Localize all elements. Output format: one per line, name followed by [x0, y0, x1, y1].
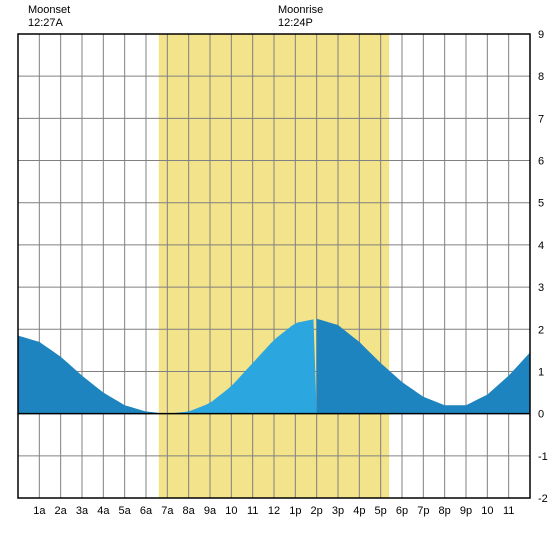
x-tick-label: 7p	[417, 505, 429, 517]
y-tick-label: 1	[538, 366, 544, 378]
y-tick-label: 3	[538, 282, 544, 294]
x-tick-label: 1p	[289, 505, 301, 517]
y-tick-label: 9	[538, 29, 544, 41]
y-tick-label: -1	[538, 451, 548, 463]
y-tick-label: 2	[538, 324, 544, 336]
x-tick-label: 3p	[332, 505, 344, 517]
moonrise-label: Moonrise 12:24P	[278, 4, 323, 30]
x-tick-label: 6p	[396, 505, 408, 517]
x-tick-label: 4a	[97, 505, 110, 517]
x-tick-label: 9p	[460, 505, 472, 517]
moonrise-time: 12:24P	[278, 17, 323, 30]
moonrise-title: Moonrise	[278, 4, 323, 17]
x-tick-label: 11	[247, 505, 258, 517]
x-tick-label: 8a	[183, 505, 196, 517]
x-tick-label: 10	[481, 505, 493, 517]
moonset-label: Moonset 12:27A	[28, 4, 70, 30]
chart-svg: -2-101234567891a2a3a4a5a6a7a8a9a1011121p…	[0, 0, 550, 550]
x-tick-label: 5a	[119, 505, 132, 517]
moonset-time: 12:27A	[28, 17, 70, 30]
x-tick-label: 9a	[204, 505, 217, 517]
y-tick-label: 4	[538, 240, 544, 252]
y-tick-label: 5	[538, 198, 544, 210]
x-tick-label: 11	[503, 505, 514, 517]
y-tick-label: 0	[538, 409, 544, 421]
x-tick-label: 7a	[161, 505, 174, 517]
x-tick-label: 2p	[311, 505, 323, 517]
x-tick-label: 6a	[140, 505, 153, 517]
x-tick-label: 1a	[33, 505, 46, 517]
x-tick-label: 5p	[375, 505, 387, 517]
x-tick-label: 3a	[76, 505, 89, 517]
y-tick-label: -2	[538, 493, 548, 505]
y-tick-label: 7	[538, 113, 544, 125]
x-tick-label: 12	[268, 505, 280, 517]
x-tick-label: 8p	[439, 505, 451, 517]
y-tick-label: 8	[538, 71, 544, 83]
x-tick-label: 10	[225, 505, 237, 517]
tide-chart: Moonset 12:27A Moonrise 12:24P -2-101234…	[0, 0, 550, 550]
x-tick-label: 4p	[353, 505, 365, 517]
x-tick-label: 2a	[55, 505, 68, 517]
y-tick-label: 6	[538, 156, 544, 168]
moonset-title: Moonset	[28, 4, 70, 17]
